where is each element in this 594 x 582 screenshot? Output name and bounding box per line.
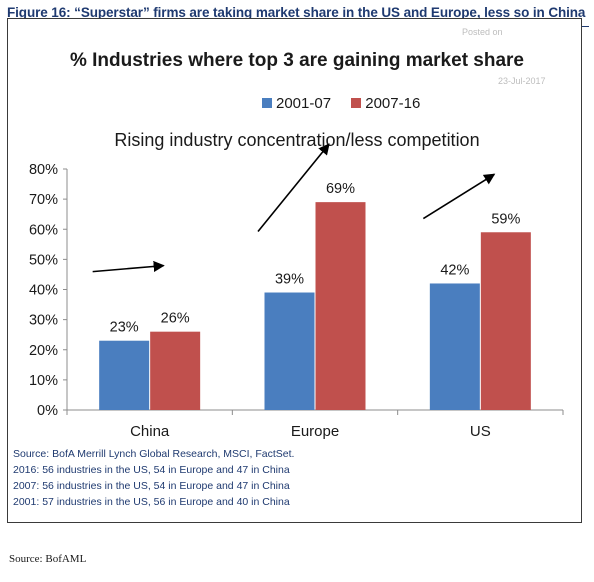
source-note: Source: BofA Merrill Lynch Global Resear…: [13, 448, 295, 460]
x-tick-label: US: [470, 423, 491, 440]
bar-2007-16-Europe: [315, 202, 366, 410]
watermark-posted: Posted on: [462, 27, 503, 37]
data-label: 26%: [161, 311, 190, 327]
y-tick-label: 0%: [37, 403, 58, 419]
data-label: 23%: [110, 320, 139, 336]
y-tick-label: 30%: [29, 313, 58, 329]
x-tick-label: Europe: [291, 423, 339, 440]
legend: 2001-07 2007-16: [262, 95, 436, 112]
figure-title: Figure 16: “Superstar” firms are taking …: [7, 5, 586, 20]
legend-item-2001-07: 2001-07: [262, 95, 331, 112]
legend-swatch-2001-07: [262, 98, 272, 109]
trend-arrow: [422, 173, 496, 220]
y-tick-label: 70%: [29, 192, 58, 208]
y-tick-label: 40%: [29, 283, 58, 299]
note-2001: 2001: 57 industries in the US, 56 in Eur…: [13, 496, 290, 508]
x-tick-label: China: [130, 423, 170, 440]
trend-arrow: [92, 260, 165, 273]
chart-subtitle: Rising industry concentration/less compe…: [114, 130, 480, 150]
note-2016: 2016: 56 industries in the US, 54 in Eur…: [13, 464, 290, 476]
data-label: 59%: [491, 211, 520, 227]
chart-title: % Industries where top 3 are gaining mar…: [69, 50, 525, 71]
y-tick-label: 80%: [29, 162, 58, 178]
watermark-date: 23-Jul-2017: [498, 76, 546, 86]
data-label: 42%: [440, 262, 469, 278]
bar-2001-07-China: [99, 340, 150, 410]
trend-arrow: [257, 143, 330, 233]
y-tick-label: 60%: [29, 222, 58, 238]
bar-2007-16-US: [480, 232, 531, 410]
bar-2001-07-US: [429, 283, 480, 410]
bar-2007-16-China: [150, 331, 201, 410]
legend-label-2001-07: 2001-07: [276, 95, 332, 112]
outer-source: Source: BofAML: [9, 553, 87, 565]
legend-swatch-2007-16: [351, 98, 362, 109]
legend-label-2007-16: 2007-16: [365, 95, 421, 112]
note-2007: 2007: 56 industries in the US, 54 in Eur…: [13, 480, 290, 492]
legend-item-2007-16: 2007-16: [351, 95, 420, 112]
y-tick-label: 20%: [29, 343, 58, 359]
y-tick-label: 10%: [29, 373, 58, 389]
data-label: 39%: [275, 272, 304, 288]
y-tick-label: 50%: [29, 252, 58, 268]
data-label: 69%: [326, 181, 355, 197]
source-notes: Source: BofA Merrill Lynch Global Resear…: [13, 446, 294, 510]
bar-2001-07-Europe: [264, 292, 315, 410]
